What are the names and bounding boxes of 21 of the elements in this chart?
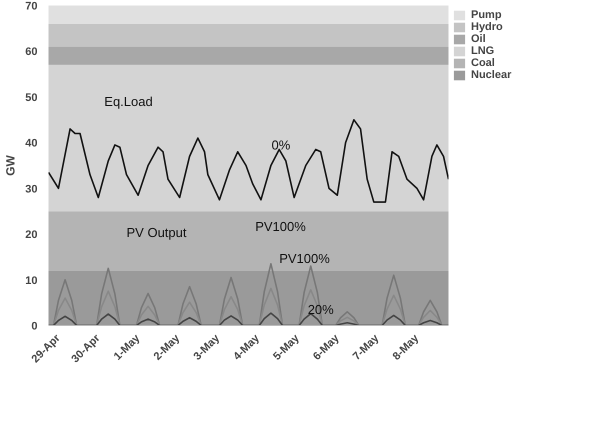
y-tick-label: 0: [31, 320, 38, 332]
annotation: PV Output: [126, 225, 187, 240]
annotation: 0%: [271, 137, 291, 152]
legend-label: Oil: [471, 33, 487, 45]
y-tick-label: 70: [25, 0, 38, 12]
annotation: Eq.Load: [104, 94, 153, 109]
annotation: 20%: [308, 302, 334, 317]
y-tick-label: 50: [25, 92, 38, 104]
annotation: PV100%: [255, 218, 306, 234]
legend-label: Coal: [471, 57, 495, 69]
y-tick-label: 60: [25, 46, 38, 58]
legend-label: Hydro: [471, 21, 503, 33]
y-tick-label: 10: [25, 274, 38, 287]
legend-label: Pump: [471, 9, 502, 21]
y-tick-label: 20: [25, 229, 38, 242]
legend-label: Nuclear: [471, 69, 512, 81]
annotation: PV100%: [279, 250, 330, 266]
y-tick-label: 30: [25, 183, 38, 196]
y-axis-title: GW: [3, 154, 18, 176]
legend-label: LNG: [471, 45, 494, 57]
y-tick-label: 40: [25, 138, 38, 150]
